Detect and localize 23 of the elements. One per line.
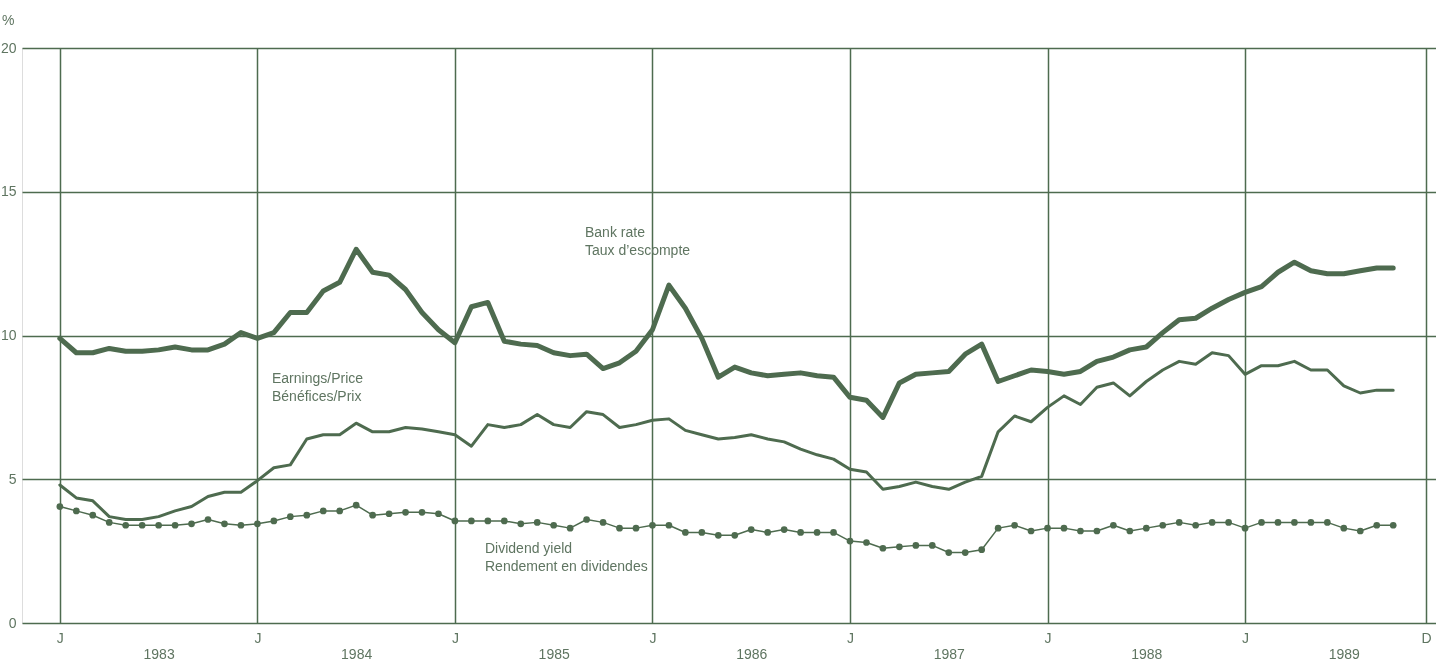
- y-axis-title: %: [2, 12, 15, 28]
- x-tick-label: 1988: [1131, 645, 1163, 662]
- y-tick-label: 15: [0, 183, 17, 200]
- x-tick-label: 1989: [1328, 645, 1361, 662]
- y-tick-label: 5: [8, 470, 17, 487]
- annotation: Dividend yield Rendement en dividendes: [485, 540, 648, 574]
- x-tick-label: J: [451, 629, 459, 646]
- y-tick-label: 10: [0, 327, 17, 343]
- x-tick-label: J: [1242, 629, 1250, 646]
- x-tick-label: 1983: [143, 645, 175, 662]
- x-tick-label: J: [56, 629, 64, 646]
- x-tick-label: 1986: [736, 645, 768, 662]
- x-tick-label: 1987: [933, 645, 966, 662]
- x-tick-label: D: [1421, 629, 1432, 646]
- x-tick-label: J: [846, 629, 854, 646]
- x-tick-label: J: [1044, 629, 1052, 646]
- y-tick-label: 0: [8, 614, 17, 631]
- x-tick-label: 1984: [341, 645, 373, 662]
- annotation: Earnings/Price Bénéfices/Prix: [272, 370, 364, 404]
- y-tick-label: 20: [0, 39, 17, 56]
- x-tick-label: J: [254, 629, 262, 646]
- x-tick-label: 1985: [538, 645, 570, 662]
- x-tick-label: J: [649, 629, 657, 646]
